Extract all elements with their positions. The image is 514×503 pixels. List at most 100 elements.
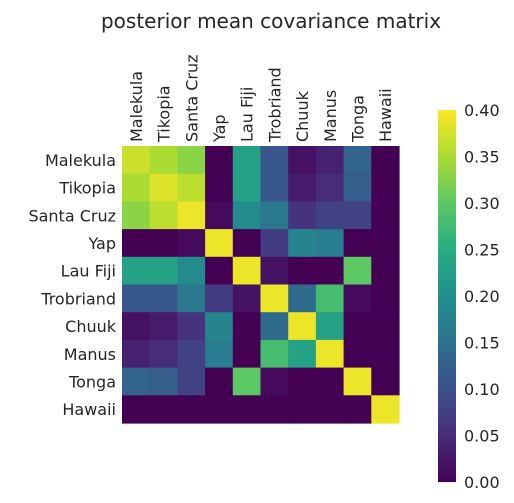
heatmap-cell [315,201,345,230]
heatmap-cell [149,312,178,341]
heatmap-cell [315,256,345,286]
y-tick-labels: Malekula Tikopia Santa Cruz Yap Lau Fiji Trob… [28,151,116,419]
heatmap-cell [149,339,178,369]
heatmap-cell [288,339,317,369]
colorbar-tick-labels: 0.00 0.05 0.10 0.15 0.20 0.25 0.30 0.35 0.40 [464,101,500,492]
heatmap-cell [149,284,178,313]
heatmap-cell [232,201,262,230]
heatmap-cell [122,256,151,286]
heatmap-cell [315,367,345,396]
heatmap-cell [149,201,178,230]
colorbar-tick-label: 0.20 [464,287,500,306]
heatmap-cell [260,339,289,369]
heatmap-cell [371,201,400,230]
heatmap-cell [232,395,262,424]
y-tick-label: Santa Cruz [28,206,116,225]
heatmap-cell [260,256,289,286]
heatmap-cell [232,173,262,202]
colorbar-tick-label: 0.25 [464,241,500,260]
heatmap-cell [343,395,372,424]
heatmap-cell [205,201,234,230]
heatmap-cell [288,173,317,202]
heatmap-cell [288,367,317,396]
heatmap-cell [288,284,317,313]
heatmap-cell [371,367,400,396]
heatmap-cell [177,395,206,424]
heatmap-cell [205,395,234,424]
heatmap-cell [343,146,372,175]
heatmap-cell [149,229,178,258]
heatmap-cell [288,146,317,175]
heatmap-cells [122,146,400,424]
heatmap-cell [260,312,289,341]
heatmap-cell [149,367,178,396]
x-tick-labels: Malekula Tikopia Santa Cruz Yap Lau Fiji Trob… [127,54,395,143]
heatmap-cell [260,173,289,202]
heatmap-cell [122,367,151,396]
heatmap-cell [232,284,262,313]
x-tick-label: Yap [210,114,229,143]
heatmap-cell [122,146,151,175]
heatmap-cell [371,284,400,313]
heatmap-cell [177,173,206,202]
heatmap-cell [315,339,345,369]
heatmap-cell [288,256,317,286]
heatmap-cell [232,312,262,341]
colorbar-tick-label: 0.30 [464,194,500,213]
heatmap-cell [343,201,372,230]
heatmap-cell [232,146,262,175]
heatmap-cell [343,339,372,369]
heatmap-cell [371,395,400,424]
heatmap-cell [122,312,151,341]
heatmap-cell [288,312,317,341]
heatmap-cell [205,256,234,286]
y-tick-label: Malekula [45,151,116,170]
heatmap-cell [232,367,262,396]
heatmap-cell [177,284,206,313]
x-tick-label: Manus [321,90,340,142]
heatmap-cell [371,229,400,258]
colorbar-tick-label: 0.00 [464,473,500,492]
heatmap-cell [177,201,206,230]
heatmap-cell [343,256,372,286]
y-tick-label: Trobriand [40,289,116,308]
heatmap-cell [177,256,206,286]
colorbar-tick-label: 0.10 [464,380,500,399]
x-tick-label: Tonga [349,95,368,143]
heatmap-cell [122,173,151,202]
heatmap-cell [371,146,400,175]
heatmap-cell [371,173,400,202]
heatmap-cell [288,201,317,230]
y-tick-label: Manus [64,345,116,364]
y-tick-label: Hawaii [62,400,116,419]
heatmap-cell [232,256,262,286]
heatmap-cell [205,339,234,369]
heatmap-cell [260,201,289,230]
heatmap-cell [288,229,317,258]
x-tick-label: Lau Fiji [238,87,257,142]
heatmap-cell [260,146,289,175]
heatmap-cell [177,339,206,369]
heatmap-cell [232,339,262,369]
heatmap-cell [315,146,345,175]
heatmap-cell [343,367,372,396]
y-tick-label: Tikopia [58,179,116,198]
heatmap-cell [315,284,345,313]
x-tick-label: Tikopia [155,85,174,143]
heatmap-cell [177,312,206,341]
heatmap-cell [260,284,289,313]
heatmap-cell [205,367,234,396]
heatmap-cell [371,339,400,369]
heatmap-cell [205,173,234,202]
heatmap-cell [371,256,400,286]
heatmap-cell [177,229,206,258]
colorbar [438,110,456,482]
heatmap-cell [122,284,151,313]
y-tick-label: Tonga [68,373,116,392]
heatmap-cell [232,229,262,258]
heatmap-cell [122,201,151,230]
heatmap-cell [122,395,151,424]
colorbar-tick-label: 0.40 [464,101,500,120]
heatmap-cell [315,312,345,341]
